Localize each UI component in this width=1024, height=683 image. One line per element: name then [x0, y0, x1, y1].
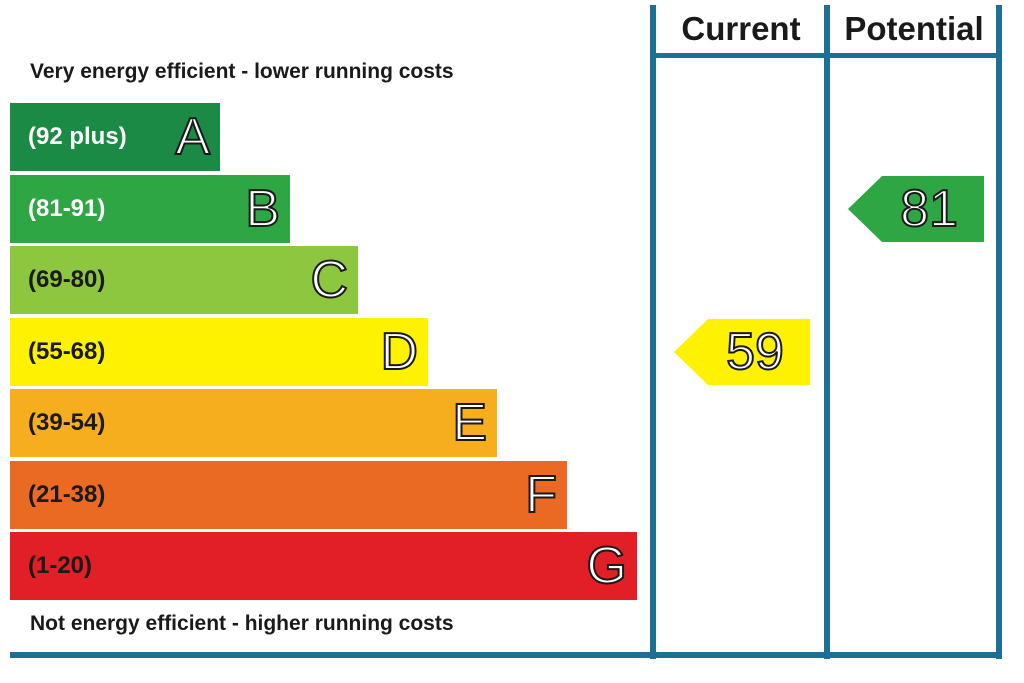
chart-baseline — [10, 652, 1002, 658]
band-a: (92 plus) A — [10, 103, 220, 171]
band-range-label: (55-68) — [28, 337, 106, 365]
potential-column-header: Potential — [844, 10, 984, 47]
current-column-left-line — [650, 5, 656, 659]
band-range-label: (1-20) — [28, 552, 93, 579]
band-e: (39-54) E — [10, 389, 497, 457]
band-letter: F — [524, 465, 558, 524]
current-rating-arrow-shape — [674, 318, 810, 385]
potential-column-right-line — [996, 5, 1002, 659]
band-letter: D — [379, 322, 419, 381]
caption-top: Very energy efficient - lower running co… — [30, 60, 454, 83]
band-letter: B — [244, 179, 281, 238]
band-f: (21-38) F — [10, 460, 567, 529]
band-d: (55-68) D — [10, 317, 428, 386]
current-rating: 59 — [674, 318, 810, 385]
potential-rating-arrow-shape — [848, 175, 984, 242]
current-rating-value: 59 — [725, 322, 785, 381]
potential-rating: 81 — [848, 175, 984, 242]
potential-rating-arrow — [848, 175, 984, 242]
band-range-label: (39-54) — [28, 409, 106, 436]
band-range-label: (92 plus) — [28, 123, 127, 150]
band-letter: C — [309, 251, 349, 309]
column-divider-line — [824, 5, 830, 659]
band-c: (69-80) C — [10, 246, 358, 314]
potential-rating-value: 81 — [899, 179, 959, 238]
band-b: (81-91) B — [10, 174, 290, 243]
band-range-label: (21-38) — [28, 480, 106, 508]
band-letter: G — [586, 537, 628, 595]
band-range-label: (81-91) — [28, 194, 106, 222]
current-rating-arrow — [674, 318, 810, 385]
band-g: (1-20) G — [10, 532, 637, 600]
band-letter: A — [174, 108, 211, 166]
caption-bottom: Not energy efficient - higher running co… — [30, 612, 454, 635]
band-letter: E — [451, 394, 488, 452]
header-underline — [650, 53, 1002, 58]
current-column-header: Current — [681, 10, 801, 47]
band-range-label: (69-80) — [28, 266, 106, 293]
